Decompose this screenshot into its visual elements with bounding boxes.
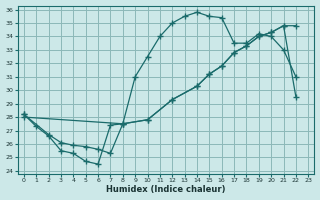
X-axis label: Humidex (Indice chaleur): Humidex (Indice chaleur) bbox=[106, 185, 226, 194]
